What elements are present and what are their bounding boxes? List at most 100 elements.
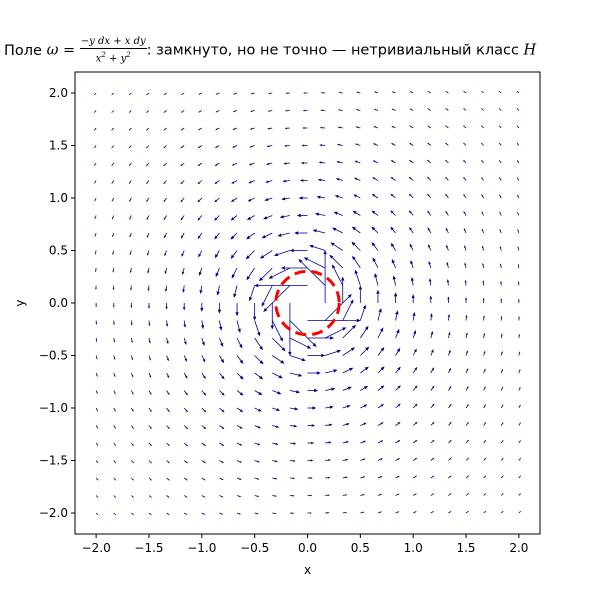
quiver-arrow-shaft <box>265 285 291 310</box>
title-prefix: Поле <box>4 42 42 59</box>
quiver-arrow-shaft <box>199 92 202 95</box>
quiver-arrow-head <box>182 289 185 293</box>
quiver-arrow-shaft <box>465 511 468 514</box>
quiver-arrow-head <box>392 275 396 280</box>
quiver-arrow-head <box>95 287 97 290</box>
quiver-arrow-shaft <box>337 212 343 216</box>
quiver-arrow-head <box>273 252 279 257</box>
quiver-arrow-head <box>257 425 262 429</box>
quiver-arrow-shaft <box>166 407 169 411</box>
quiver-arrow-head <box>519 439 521 442</box>
quiver-arrow-head <box>342 327 347 331</box>
quiver-arrow-head <box>449 385 452 389</box>
quiver-arrow-shaft <box>377 441 382 444</box>
quiver-arrow-shaft <box>392 245 396 251</box>
quiver-arrow-head <box>149 426 152 430</box>
quiver-arrow-head <box>276 408 281 411</box>
quiver-arrow-head <box>391 143 394 145</box>
quiver-arrow-head <box>146 128 148 131</box>
quiver-arrow-shaft <box>465 387 468 391</box>
quiver-arrow-shaft <box>518 493 521 496</box>
quiver-arrow-shaft <box>412 351 416 356</box>
quiver-arrow-head <box>94 234 97 237</box>
quiver-arrow-shaft <box>201 390 205 394</box>
quiver-arrow-head <box>409 243 413 248</box>
quiver-arrow-head <box>252 316 257 321</box>
quiver-arrow-shaft <box>410 109 414 111</box>
quiver-arrow-head <box>499 194 501 197</box>
quiver-arrow-shaft <box>464 195 467 199</box>
quiver-arrow-head <box>257 460 260 463</box>
quiver-arrow-head <box>501 439 504 442</box>
quiver-arrow-shaft <box>216 127 220 130</box>
quiver-arrow-head <box>281 347 286 352</box>
quiver-arrow-head <box>427 125 430 128</box>
quiver-arrow-head <box>333 369 338 373</box>
quiver-arrow-shaft <box>289 372 299 376</box>
quiver-arrow-head <box>390 242 395 247</box>
quiver-arrow-head <box>258 375 264 380</box>
quiver-arrow-shaft <box>464 264 467 269</box>
quiver-arrow-shaft <box>448 440 451 444</box>
quiver-arrow-shaft <box>464 247 467 251</box>
quiver-arrow-shaft <box>464 212 467 216</box>
quiver-arrow-head <box>279 215 284 219</box>
quiver-arrow-shaft <box>360 459 364 461</box>
quiver-arrow-head <box>397 475 400 478</box>
quiver-arrow-head <box>95 340 98 343</box>
quiver-arrow-head <box>431 385 435 389</box>
quiver-arrow-head <box>321 353 326 358</box>
quiver-arrow-head <box>131 357 134 361</box>
quiver-arrow-head <box>150 461 152 464</box>
quiver-arrow-shaft <box>164 110 167 113</box>
quiver-arrow-head <box>345 494 348 496</box>
quiver-arrow-head <box>149 409 152 413</box>
quiver-arrow-head <box>214 181 218 185</box>
quiver-arrow-head <box>463 193 466 197</box>
quiver-arrow-head <box>148 323 151 327</box>
quiver-arrow-head <box>409 142 412 145</box>
quiver-arrow-head <box>484 404 486 407</box>
quiver-arrow-head <box>131 409 134 412</box>
quiver-arrow-head <box>467 457 469 460</box>
quiver-arrow-shaft <box>499 126 502 129</box>
quiver-arrow-head <box>390 210 394 214</box>
quiver-arrow-head <box>371 210 376 214</box>
quiver-arrow-head <box>409 125 412 128</box>
quiver-arrow-shaft <box>430 423 434 426</box>
quiver-arrow-head <box>180 93 183 95</box>
quiver-arrow-shaft <box>428 178 432 181</box>
quiver-arrow-shaft <box>166 477 169 480</box>
quiver-arrow-shaft <box>254 477 258 480</box>
quiver-arrow-head <box>292 477 296 480</box>
quiver-arrow-shaft <box>166 460 169 463</box>
quiver-arrow-shaft <box>499 108 502 111</box>
quiver-arrow-head <box>519 457 521 460</box>
quiver-arrow-head <box>482 297 485 301</box>
quiver-arrow-head <box>150 478 152 481</box>
quiver-arrow-head <box>112 252 114 255</box>
quiver-arrow-shaft <box>481 143 484 146</box>
x-tick-label: 1.0 <box>404 541 423 555</box>
quiver-arrow-shaft <box>393 262 396 269</box>
quiver-arrow-shaft <box>183 460 187 463</box>
quiver-arrow-head <box>114 496 117 498</box>
quiver-arrow-head <box>414 457 418 460</box>
quiver-arrow-shaft <box>199 232 203 237</box>
quiver-arrow-shaft <box>129 92 132 95</box>
quiver-arrow-shaft <box>517 195 520 199</box>
quiver-arrow-shaft <box>130 355 133 359</box>
quiver-arrow-head <box>501 368 503 371</box>
quiver-arrow-shaft <box>342 424 347 426</box>
quiver-arrow-head <box>185 513 188 515</box>
quiver-arrow-head <box>498 142 501 145</box>
quiver-arrow-shaft <box>219 320 222 327</box>
quiver-arrow-head <box>94 146 96 149</box>
quiver-arrow-head <box>467 493 469 495</box>
quiver-arrow-shaft <box>446 160 449 164</box>
quiver-arrow-shaft <box>236 460 240 463</box>
quiver-arrow-shaft <box>413 511 416 514</box>
quiver-arrow-shaft <box>129 145 132 148</box>
quiver-arrow-shaft <box>219 337 222 344</box>
quiver-arrow-shaft <box>94 145 97 148</box>
